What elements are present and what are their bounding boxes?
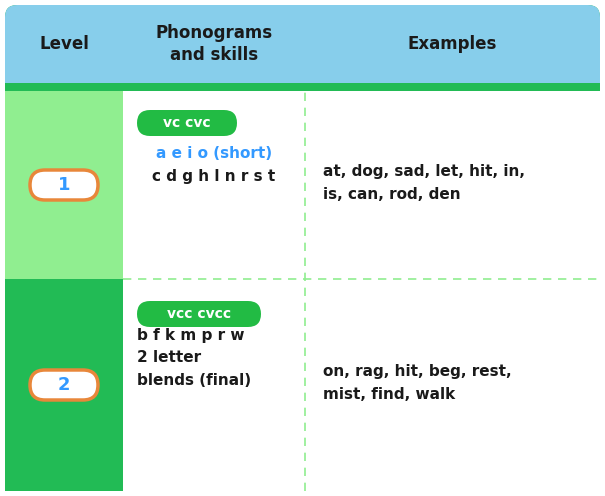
Text: b f k m p r w
2 letter
blends (final): b f k m p r w 2 letter blends (final) (137, 328, 251, 388)
Text: c d g h l n r s t: c d g h l n r s t (152, 170, 276, 185)
Bar (5, 69, 600, 83)
FancyBboxPatch shape (123, 279, 600, 491)
FancyBboxPatch shape (5, 5, 600, 83)
FancyBboxPatch shape (5, 5, 600, 491)
Text: Examples: Examples (408, 35, 497, 53)
Text: vc cvc: vc cvc (163, 116, 211, 130)
FancyBboxPatch shape (30, 170, 98, 200)
FancyBboxPatch shape (5, 279, 123, 491)
Text: Phonograms
and skills: Phonograms and skills (155, 23, 273, 64)
Text: vcc cvcc: vcc cvcc (167, 307, 231, 321)
FancyBboxPatch shape (137, 301, 261, 327)
FancyBboxPatch shape (137, 110, 237, 136)
Bar (5, 83, 600, 91)
FancyBboxPatch shape (30, 370, 98, 400)
Text: 2: 2 (57, 376, 70, 394)
Text: 1: 1 (57, 176, 70, 194)
Bar (123, 279, 600, 491)
Bar (123, 91, 600, 279)
Text: on, rag, hit, beg, rest,
mist, find, walk: on, rag, hit, beg, rest, mist, find, wal… (323, 365, 512, 402)
Text: Level: Level (39, 35, 89, 53)
Text: a e i o (short): a e i o (short) (156, 145, 272, 161)
Text: at, dog, sad, let, hit, in,
is, can, rod, den: at, dog, sad, let, hit, in, is, can, rod… (323, 164, 525, 201)
Bar (5, 91, 123, 279)
Bar (5, 279, 123, 491)
